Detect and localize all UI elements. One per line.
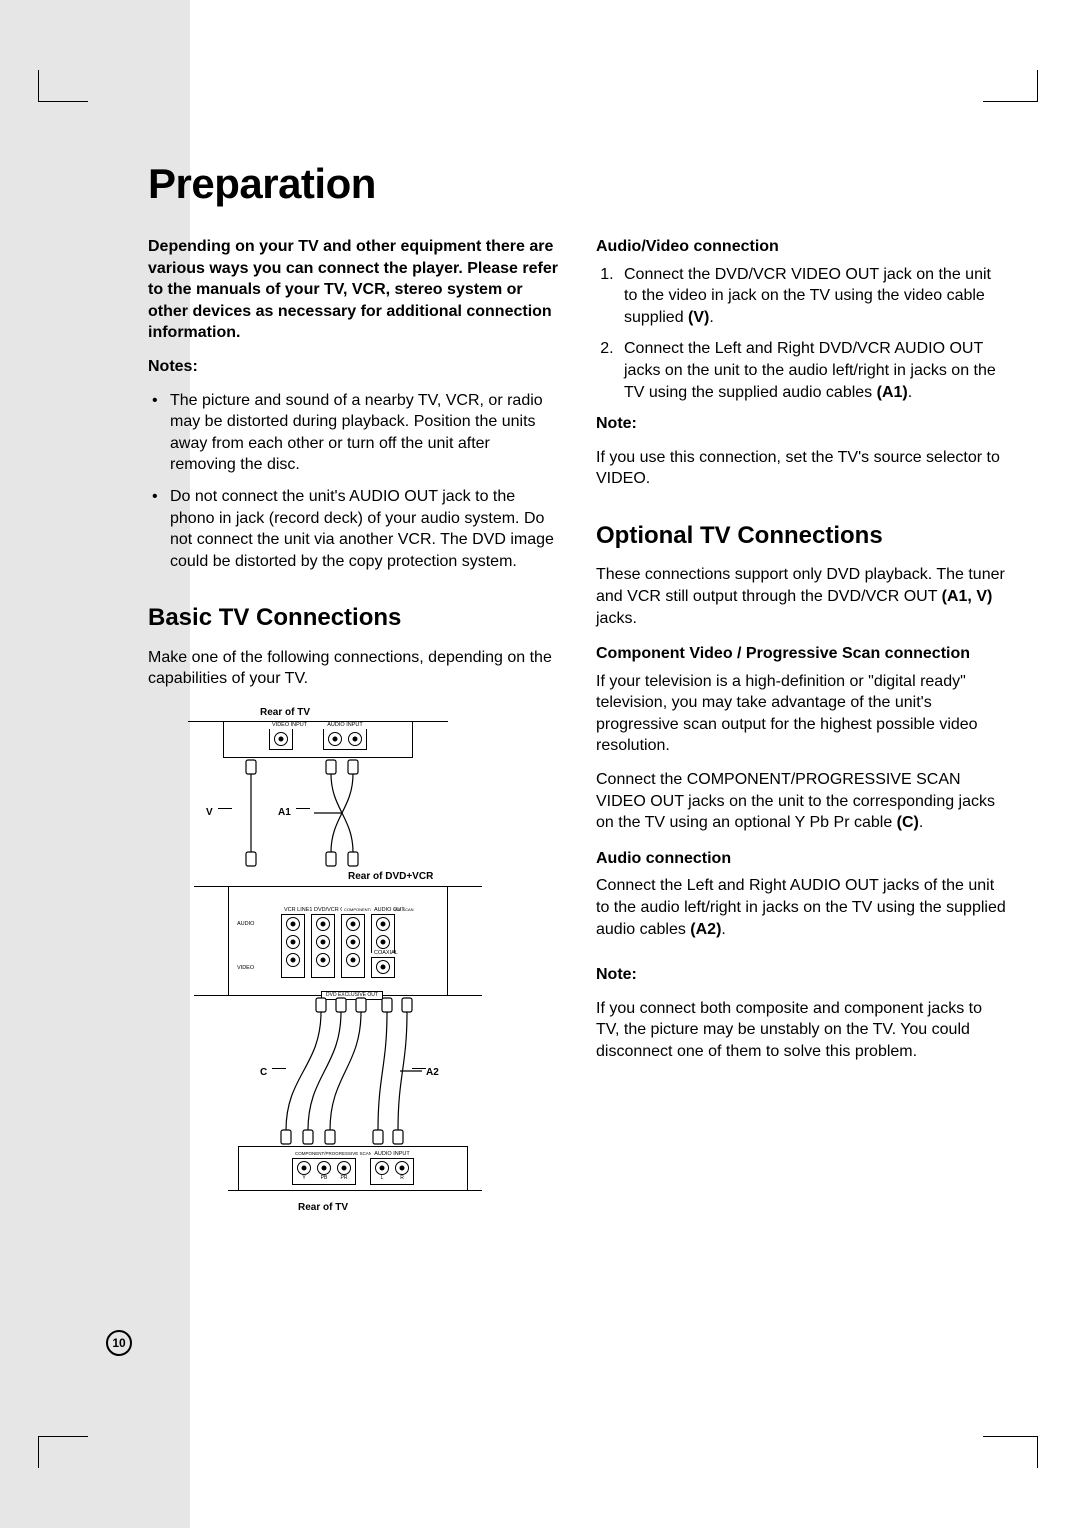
av-note-label: Note: (596, 413, 1008, 435)
jack-dvdvcr-out: DVD/VCR OUT (311, 914, 335, 978)
crop-mark (38, 70, 88, 102)
final-note-label: Note: (596, 964, 1008, 986)
page-content: Preparation Depending on your TV and oth… (148, 160, 1008, 1216)
component-heading: Component Video / Progressive Scan conne… (596, 643, 1008, 665)
note-item: The picture and sound of a nearby TV, VC… (148, 390, 560, 476)
diagram-label-a2: A2 (426, 1066, 439, 1080)
jack-coaxial: COAXIAL (371, 957, 395, 978)
diagram-label-v: V (206, 806, 213, 820)
component-p1: If your television is a high-definition … (596, 671, 1008, 757)
jack-component-out: COMPONENT/ PROGRESSIVE SCAN (341, 914, 365, 978)
audio-conn-p: Connect the Left and Right AUDIO OUT jac… (596, 875, 1008, 940)
intro-paragraph: Depending on your TV and other equipment… (148, 236, 560, 344)
basic-intro: Make one of the following connections, d… (148, 647, 560, 690)
diagram-label-c: C (260, 1066, 267, 1080)
jack-component-input: COMPONENT/PROGRESSIVE SCAN VIDEO INPUT Y… (292, 1158, 356, 1186)
jack-audio-input: AUDIO INPUT (323, 729, 367, 750)
crop-mark (983, 1436, 1038, 1468)
diagram-label-a1: A1 (278, 806, 291, 820)
notes-label: Notes: (148, 356, 560, 378)
jack-video-input: VIDEO INPUT (269, 729, 293, 750)
cables-top (198, 758, 438, 868)
crop-mark (983, 70, 1038, 102)
left-column: Depending on your TV and other equipment… (148, 236, 560, 1216)
audio-conn-heading: Audio connection (596, 848, 1008, 870)
notes-list: The picture and sound of a nearby TV, VC… (148, 390, 560, 573)
av-connection-heading: Audio/Video connection (596, 236, 1008, 258)
note-item: Do not connect the unit's AUDIO OUT jack… (148, 486, 560, 572)
crop-mark (38, 1436, 88, 1468)
jack-vcr-line1: VCR LINE1 (281, 914, 305, 978)
av-note-text: If you use this connection, set the TV's… (596, 447, 1008, 490)
connection-diagram: Rear of TV VIDEO INPUT AUDIO INPUT (198, 706, 560, 1215)
diagram-label-rear-tv-top: Rear of TV (260, 706, 560, 720)
av-connection-list: Connect the DVD/VCR VIDEO OUT jack on th… (596, 264, 1008, 404)
final-note-text: If you connect both composite and compon… (596, 998, 1008, 1063)
page-title: Preparation (148, 160, 1008, 208)
page-number: 10 (106, 1330, 132, 1356)
jack-audio-input-bottom: AUDIO INPUT L R (370, 1158, 414, 1186)
diagram-label-rear-dvdvcr: Rear of DVD+VCR (348, 870, 560, 884)
optional-heading: Optional TV Connections (596, 520, 1008, 552)
av-item-2: Connect the Left and Right DVD/VCR AUDIO… (618, 338, 1008, 403)
component-p2: Connect the COMPONENT/PROGRESSIVE SCAN V… (596, 769, 1008, 834)
right-column: Audio/Video connection Connect the DVD/V… (596, 236, 1008, 1216)
basic-heading: Basic TV Connections (148, 602, 560, 634)
optional-intro: These connections support only DVD playb… (596, 564, 1008, 629)
jack-audio-out: AUDIO OUT (371, 914, 395, 953)
av-item-1: Connect the DVD/VCR VIDEO OUT jack on th… (618, 264, 1008, 329)
diagram-label-rear-tv-bottom: Rear of TV (298, 1201, 560, 1215)
